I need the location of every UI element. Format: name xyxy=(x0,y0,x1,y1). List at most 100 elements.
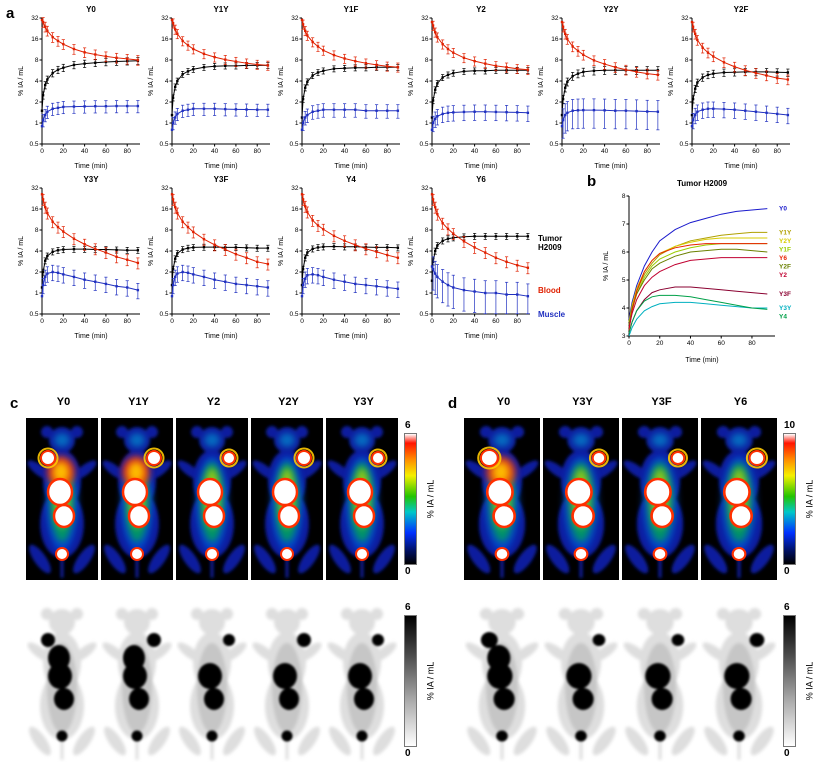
colorbar-min: 0 xyxy=(784,566,790,577)
svg-text:32: 32 xyxy=(161,185,169,192)
svg-text:20: 20 xyxy=(190,318,198,325)
svg-text:2: 2 xyxy=(425,269,429,276)
svg-text:60: 60 xyxy=(718,340,726,347)
column-header-Y3Y: Y3Y xyxy=(572,396,593,408)
svg-text:2: 2 xyxy=(295,99,299,106)
column-header-Y0: Y0 xyxy=(496,396,511,408)
pet-mouse-color xyxy=(464,418,540,580)
svg-text:Y2F: Y2F xyxy=(734,5,749,14)
tumor-summary-chart: 3 4 5 6 7 8 0 20 40 60 80 Tumor H2009% IA / mL Time … xyxy=(601,174,815,371)
svg-text:20: 20 xyxy=(450,148,458,155)
svg-text:8: 8 xyxy=(425,227,429,234)
svg-text:16: 16 xyxy=(551,36,559,43)
rainbow-colorbar xyxy=(783,433,796,565)
pet-mouse-gray xyxy=(251,600,323,762)
pet-mouse-color xyxy=(326,418,398,580)
svg-text:60: 60 xyxy=(622,148,630,155)
column-header-Y3F: Y3F xyxy=(651,396,672,408)
svg-text:0: 0 xyxy=(170,318,174,325)
svg-text:0.5: 0.5 xyxy=(159,311,168,318)
svg-text:80: 80 xyxy=(124,148,132,155)
svg-text:0: 0 xyxy=(430,148,434,155)
svg-text:80: 80 xyxy=(514,318,522,325)
svg-text:Y6: Y6 xyxy=(779,255,787,262)
svg-text:20: 20 xyxy=(450,318,458,325)
rainbow-colorbar xyxy=(404,433,417,565)
svg-text:Time (min): Time (min) xyxy=(464,333,497,340)
svg-text:60: 60 xyxy=(102,318,110,325)
svg-text:4: 4 xyxy=(165,78,169,85)
panel-d: d Y0 Y3Y Y3F Y6 xyxy=(448,396,814,762)
panel-c-color-block: 6 0 % IA / mL xyxy=(26,418,435,580)
pet-mouse-gray xyxy=(176,600,248,762)
svg-text:80: 80 xyxy=(774,148,782,155)
svg-text:60: 60 xyxy=(362,148,370,155)
tac-chart-row-2-charts: 0.5 1 2 4 8 16 32 0 20 40 60 80 Y3Y% IA / mL Time (mi… xyxy=(16,174,536,371)
svg-text:2: 2 xyxy=(425,99,429,106)
tac-chart-Y2Y: 0.5 1 2 4 8 16 32 0 20 40 60 80 Y2Y % IA / mL Time (mi… xyxy=(536,4,666,172)
chart-svg: 0.5 1 2 4 8 16 32 0 20 40 60 80 Y4 % IA / mL Time (min… xyxy=(278,175,400,340)
svg-text:Y3F: Y3F xyxy=(214,175,229,184)
svg-text:80: 80 xyxy=(384,318,392,325)
svg-text:% IA / mL: % IA / mL xyxy=(408,236,415,266)
svg-text:Tumor H2009: Tumor H2009 xyxy=(677,179,728,188)
svg-text:20: 20 xyxy=(60,148,68,155)
svg-text:Y2F: Y2F xyxy=(779,263,791,270)
svg-text:0: 0 xyxy=(40,148,44,155)
muscle-curve-label: Muscle xyxy=(538,310,566,319)
svg-text:% IA / mL: % IA / mL xyxy=(148,66,155,96)
svg-text:60: 60 xyxy=(492,318,500,325)
svg-text:Y2: Y2 xyxy=(779,272,787,279)
svg-text:20: 20 xyxy=(656,340,664,347)
tac-chart-Y2: 0.5 1 2 4 8 16 32 0 20 40 60 80 Y2 % IA / mL Time (min… xyxy=(406,4,536,172)
svg-text:Y0: Y0 xyxy=(86,5,96,14)
svg-text:0.5: 0.5 xyxy=(289,311,298,318)
svg-text:60: 60 xyxy=(752,148,760,155)
svg-text:0: 0 xyxy=(300,318,304,325)
svg-text:16: 16 xyxy=(421,36,429,43)
svg-text:Time (min): Time (min) xyxy=(685,357,718,364)
tac-chart-Y0: 0.5 1 2 4 8 16 32 0 20 40 60 80 Y0 % IA / mL Time (min… xyxy=(16,4,146,172)
svg-text:0: 0 xyxy=(627,340,631,347)
svg-text:20: 20 xyxy=(60,318,68,325)
svg-text:16: 16 xyxy=(161,206,169,213)
tac-chart-Y6: 0.5 1 2 4 8 16 32 0 20 40 60 80 Y6 % IA / mL Time (min… xyxy=(406,174,536,342)
svg-text:Time (min): Time (min) xyxy=(334,163,367,170)
svg-text:40: 40 xyxy=(81,148,89,155)
panel-d-color-block: 10 0 % IA / mL xyxy=(464,418,814,580)
svg-text:16: 16 xyxy=(161,36,169,43)
panel-b: b 3 4 5 6 7 8 0 20 40 60 80 Tumor H2009% IA / mL Tim… xyxy=(587,174,815,371)
svg-text:Y4: Y4 xyxy=(346,175,356,184)
svg-text:20: 20 xyxy=(320,148,328,155)
svg-text:0.5: 0.5 xyxy=(549,141,558,148)
tac-chart-Y1F: 0.5 1 2 4 8 16 32 0 20 40 60 80 Y1F % IA / mL Time (mi… xyxy=(276,4,406,172)
svg-text:2: 2 xyxy=(685,99,689,106)
svg-text:80: 80 xyxy=(254,148,262,155)
svg-text:40: 40 xyxy=(211,318,219,325)
svg-text:% IA / mL: % IA / mL xyxy=(408,66,415,96)
svg-text:Time (min): Time (min) xyxy=(74,333,107,340)
svg-text:80: 80 xyxy=(254,318,262,325)
svg-text:40: 40 xyxy=(731,148,739,155)
tumor-curve-label: Tumor H2009 xyxy=(538,234,563,252)
svg-text:8: 8 xyxy=(165,227,169,234)
svg-text:8: 8 xyxy=(555,57,559,64)
svg-text:Y1Y: Y1Y xyxy=(213,5,229,14)
panel-c-color-colorbar: 6 0 % IA / mL xyxy=(404,421,435,577)
svg-text:8: 8 xyxy=(295,57,299,64)
chart-svg: 0.5 1 2 4 8 16 32 0 20 40 60 80 Y2 % IA / mL Time (min… xyxy=(408,5,530,170)
svg-text:6: 6 xyxy=(622,249,626,256)
svg-text:4: 4 xyxy=(165,248,169,255)
chart-svg: 0.5 1 2 4 8 16 32 0 20 40 60 80 Y1F % IA / mL Time (mi… xyxy=(278,5,400,170)
svg-text:Y2: Y2 xyxy=(476,5,486,14)
svg-text:40: 40 xyxy=(341,318,349,325)
panel-c-gray-colorbar: 6 0 % IA / mL xyxy=(404,603,435,759)
svg-text:% IA / mL: % IA / mL xyxy=(538,66,545,96)
pet-mouse-color xyxy=(251,418,323,580)
svg-text:0.5: 0.5 xyxy=(29,311,38,318)
svg-text:60: 60 xyxy=(362,318,370,325)
pet-mouse-gray xyxy=(101,600,173,762)
svg-text:8: 8 xyxy=(35,227,39,234)
svg-text:16: 16 xyxy=(291,36,299,43)
svg-text:20: 20 xyxy=(320,318,328,325)
